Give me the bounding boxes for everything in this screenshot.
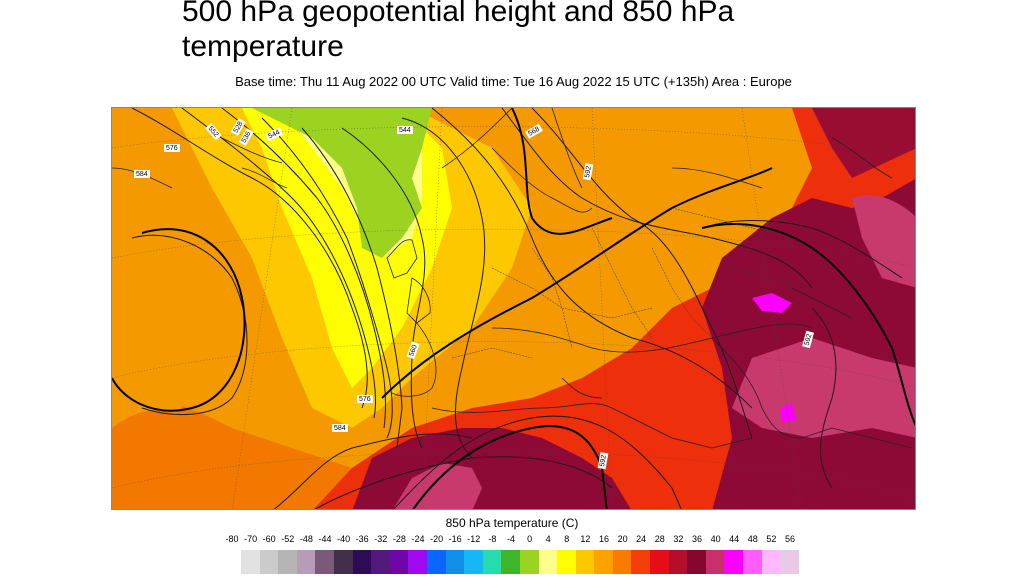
legend-swatch	[650, 550, 669, 574]
legend-swatch	[724, 550, 744, 574]
legend-tick-label: 0	[527, 534, 533, 544]
legend-swatch	[352, 550, 372, 574]
legend-tick-label: 40	[710, 534, 721, 544]
legend-swatch	[612, 550, 632, 574]
contour-label: 544	[399, 127, 411, 134]
legend-swatch	[557, 550, 576, 574]
legend-color-bar	[241, 550, 799, 574]
legend-swatch	[464, 550, 483, 574]
legend-tick-label: -48	[299, 534, 313, 544]
legend-swatch	[501, 550, 520, 574]
legend-swatch	[259, 550, 279, 574]
legend-tick-label: 24	[636, 534, 647, 544]
legend-tick-label: -16	[448, 534, 462, 544]
contour-label: 592	[804, 333, 814, 346]
legend-tick-label: -36	[355, 534, 369, 544]
legend-tick-label: -24	[411, 534, 425, 544]
geopotential-key-contours	[112, 108, 915, 509]
legend-swatch	[371, 550, 390, 574]
contour-label: 584	[136, 171, 148, 178]
legend-swatch	[408, 550, 427, 574]
legend-tick-label: -12	[467, 534, 481, 544]
legend-tick-label: -70	[244, 534, 258, 544]
contour-label: 592	[599, 454, 608, 467]
map-canvas: 528 536 544 544 552 576 584 560 576 584 …	[112, 108, 915, 509]
contour-label: 544	[267, 129, 281, 140]
legend-swatch	[780, 550, 799, 574]
contour-label: 536	[241, 130, 253, 144]
legend-tick-label: -60	[262, 534, 276, 544]
graticule	[112, 108, 915, 509]
contour-label: 576	[166, 145, 178, 152]
legend-tick-label: 52	[766, 534, 777, 544]
legend-swatch	[631, 550, 651, 574]
legend-tick-label: -8	[488, 534, 497, 544]
legend-swatch	[761, 550, 781, 574]
legend-swatch	[315, 550, 334, 574]
legend-swatch	[668, 550, 688, 574]
chart-title: 500 hPa geopotential height and 850 hPa …	[182, 0, 735, 63]
legend-swatch	[278, 550, 297, 574]
legend-swatch	[743, 550, 762, 574]
legend-tick-label: 48	[747, 534, 758, 544]
legend-tick-label: -80	[225, 534, 239, 544]
legend-tick-label: 8	[564, 534, 570, 544]
legend-tick-label: -32	[374, 534, 388, 544]
legend-tick-label: 16	[598, 534, 609, 544]
contour-label: 592	[584, 165, 593, 178]
legend-tick-label: -44	[318, 534, 332, 544]
legend-swatch	[296, 550, 316, 574]
contour-label: 584	[334, 425, 346, 432]
legend-swatch	[426, 550, 446, 574]
legend-swatch	[333, 550, 353, 574]
geopotential-contours	[131, 108, 903, 509]
contour-labels: 528 536 544 544 552 576 584 560 576 584 …	[134, 118, 815, 470]
legend-tick-label: 32	[673, 534, 684, 544]
legend-tick-label: -52	[281, 534, 295, 544]
legend-swatch	[594, 550, 613, 574]
temperature-peak-east	[752, 293, 792, 313]
contour-label: 528	[233, 120, 245, 134]
legend-tick-labels: -80 -70 -60 -52 -48 -44 -40 -36 -32 -28 -24 -20 -16-…	[212, 534, 802, 547]
chart-subtitle: Base time: Thu 11 Aug 2022 00 UTC Valid …	[235, 74, 792, 89]
color-legend: -80 -70 -60 -52 -48 -44 -40 -36 -32 -28 -24 -20 -16-…	[212, 534, 802, 578]
legend-tick-label: 4	[545, 534, 551, 544]
legend-swatch	[519, 550, 539, 574]
legend-swatch	[241, 550, 260, 574]
legend-tick-label: -40	[337, 534, 351, 544]
legend-tick-label: -28	[392, 534, 406, 544]
legend-swatch	[389, 550, 409, 574]
contour-label: 560	[408, 344, 419, 357]
legend-swatch	[538, 550, 558, 574]
legend-tick-label: -20	[430, 534, 444, 544]
forecast-map: 528 536 544 544 552 576 584 560 576 584 …	[111, 107, 916, 510]
legend-tick-label: -4	[506, 534, 515, 544]
legend-tick-label: 36	[691, 534, 702, 544]
temperature-field-cold-pool	[252, 108, 432, 258]
legend-tick-label: 12	[580, 534, 591, 544]
coastlines	[112, 108, 913, 449]
legend-swatch	[575, 550, 595, 574]
country-borders	[451, 207, 813, 359]
legend-tick-label: 56	[784, 534, 795, 544]
legend-swatch	[445, 550, 465, 574]
legend-swatch	[687, 550, 706, 574]
legend-tick-label: 28	[654, 534, 665, 544]
legend-swatch	[482, 550, 502, 574]
legend-tick-label: 44	[729, 534, 740, 544]
contour-label: 568	[527, 126, 541, 138]
contour-label: 576	[359, 396, 371, 403]
legend-tick-label: 20	[617, 534, 628, 544]
legend-title: 850 hPa temperature (C)	[445, 516, 579, 530]
legend-swatch	[705, 550, 725, 574]
temperature-field-pink-east	[732, 338, 915, 438]
